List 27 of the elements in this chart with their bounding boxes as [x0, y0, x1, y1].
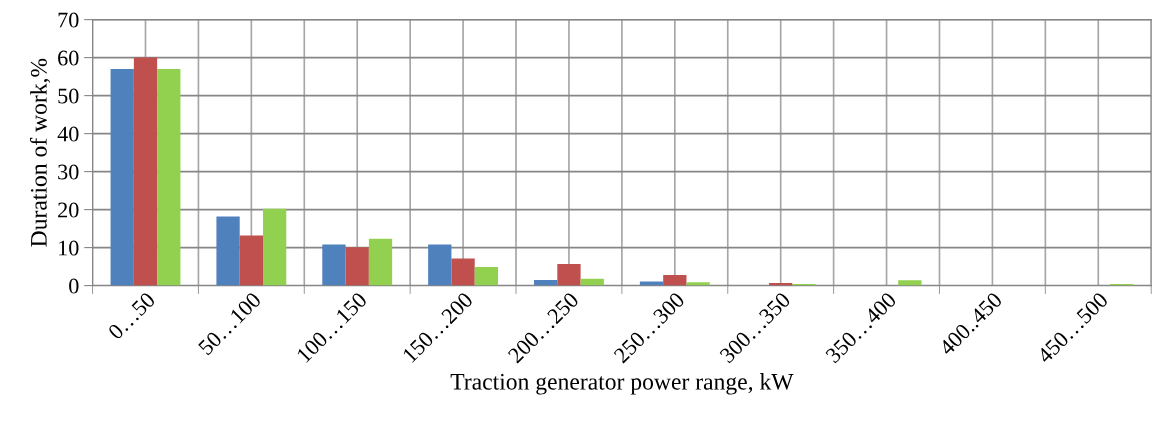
y-tick-label: 70	[58, 12, 79, 28]
bar	[216, 216, 240, 286]
bar	[322, 244, 346, 286]
bar	[368, 238, 393, 286]
bar	[133, 57, 158, 286]
bar	[898, 280, 922, 286]
bar	[686, 282, 710, 286]
y-axis-title: Duration of work,%	[29, 58, 51, 247]
bar	[239, 235, 263, 286]
bar	[663, 274, 687, 286]
bar	[451, 258, 475, 286]
y-tick-label: 40	[57, 126, 79, 142]
bar	[157, 69, 181, 286]
y-tick-label: 30	[58, 164, 79, 180]
y-tick-label: 60	[58, 50, 79, 66]
y-tick-label: 10	[59, 240, 79, 256]
bar	[428, 244, 452, 286]
y-tick-label: 50	[58, 88, 79, 104]
y-tick-label: 0	[69, 278, 79, 294]
bar	[110, 69, 134, 286]
bar	[474, 266, 499, 286]
y-tick-label: 20	[58, 202, 79, 218]
bar	[557, 263, 581, 286]
bar	[263, 208, 287, 286]
x-axis-title: Traction generator power range, kW	[450, 373, 794, 395]
bar	[345, 247, 369, 286]
bar	[639, 281, 664, 286]
